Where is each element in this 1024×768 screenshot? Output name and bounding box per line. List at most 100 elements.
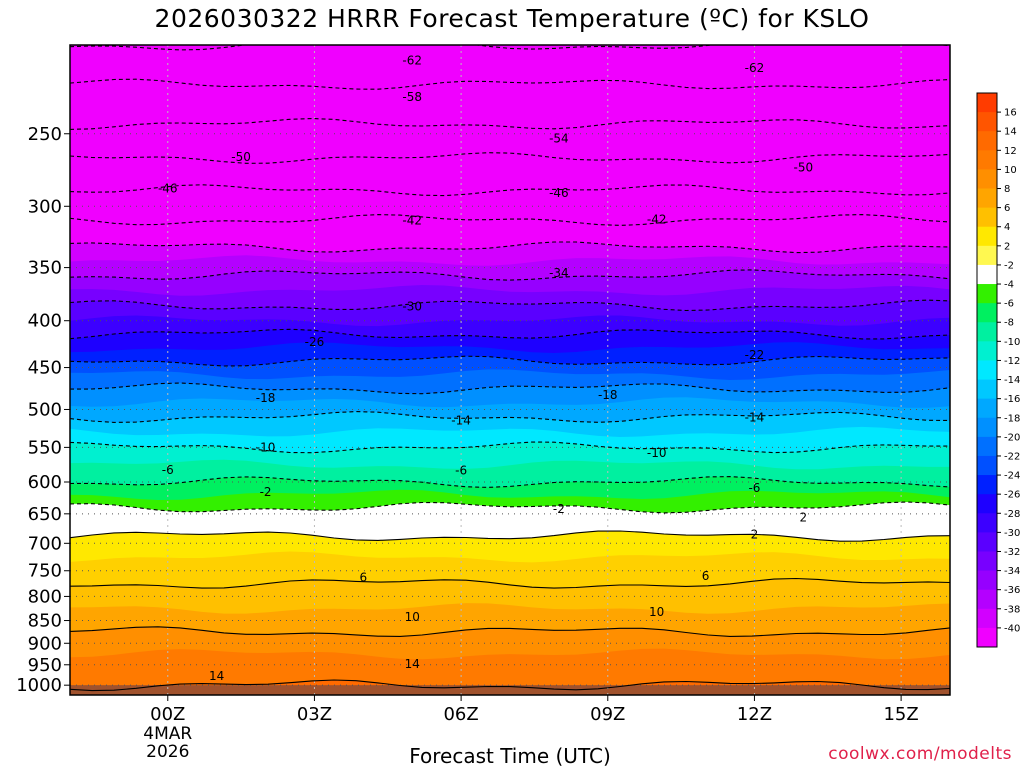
y-axis: 2503003504004505005506006507007508008509… <box>16 124 70 696</box>
colorbar-swatch <box>977 112 997 132</box>
colorbar-label: -14 <box>1004 375 1020 386</box>
x-axis-label: Forecast Time (UTC) <box>409 744 611 768</box>
colorbar-label: -26 <box>1004 490 1020 501</box>
colorbar-label: -4 <box>1004 280 1014 291</box>
y-tick-label: 950 <box>28 655 62 676</box>
colorbar-label: -28 <box>1004 509 1020 520</box>
colorbar-swatch <box>977 150 997 170</box>
colorbar-swatch <box>977 188 997 209</box>
y-tick-label: 1000 <box>16 675 62 696</box>
colorbar-swatch <box>977 341 997 361</box>
colorbar-swatch <box>977 436 997 457</box>
colorbar-label: -34 <box>1004 566 1020 577</box>
colorbar-swatch <box>977 475 997 495</box>
contour-label: -6 <box>162 463 174 477</box>
contour-label: 10 <box>649 605 664 619</box>
colorbar-label: -40 <box>1004 623 1020 634</box>
contour-labels: -62-62-58-54-50-50-46 -46-42 -42-34-30-26-… <box>158 54 813 683</box>
colorbar-swatch <box>977 551 997 572</box>
credit-text: coolwx.com/modelts <box>828 744 1012 764</box>
temperature-band <box>70 45 950 50</box>
contour-label: -10 <box>256 440 276 454</box>
contour-label: -14 <box>745 410 765 424</box>
contour-label: -46 <box>549 186 569 200</box>
contour-line <box>70 78 950 90</box>
y-tick-label: 350 <box>28 258 62 279</box>
colorbar-label: -2 <box>1004 260 1014 271</box>
colorbar-label: -12 <box>1004 356 1020 367</box>
colorbar-swatch <box>977 93 997 113</box>
y-tick-label: 400 <box>28 311 62 332</box>
colorbar-label: -6 <box>1004 299 1014 310</box>
contour-label: 6 <box>360 571 368 585</box>
contour-line <box>70 214 950 226</box>
contour-label: 6 <box>702 569 710 583</box>
colorbar-label: -24 <box>1004 471 1020 482</box>
contour-label: 10 <box>405 610 420 624</box>
contour-lines <box>70 45 950 692</box>
contour-label: -10 <box>647 446 667 460</box>
y-tick-label: 650 <box>28 504 62 525</box>
contour-line <box>70 299 950 312</box>
y-tick-label: 500 <box>28 399 62 420</box>
contour-label: -18 <box>256 391 276 405</box>
contour-line <box>70 184 950 197</box>
temperature-fill <box>70 0 950 695</box>
contour-label: 14 <box>405 657 420 671</box>
colorbar-swatch <box>977 284 997 304</box>
colorbar-swatch <box>977 513 997 533</box>
temperature-band <box>70 0 950 40</box>
colorbar-label: -16 <box>1004 394 1020 405</box>
colorbar: 16 14 12 10 8 6 4 2 -2 -4 -6 -8 -10 -12 -14 -16 -18 -20 -2… <box>976 92 1020 648</box>
y-tick-label: 700 <box>28 533 62 554</box>
contour-label: -2 <box>553 502 565 516</box>
colorbar-label: -22 <box>1004 451 1020 462</box>
contour-label: -18 <box>598 388 618 402</box>
colorbar-swatch <box>977 226 997 247</box>
contour-line <box>70 626 950 637</box>
contour-label: 2 <box>800 510 808 524</box>
colorbar-label: -18 <box>1004 413 1020 424</box>
contour-label: -54 <box>549 132 569 146</box>
colorbar-swatch <box>977 360 997 381</box>
colorbar-swatch <box>977 303 997 323</box>
contour-line <box>70 382 950 395</box>
temperature-band <box>70 45 950 71</box>
contour-line <box>70 501 950 514</box>
contour-label: -2 <box>260 485 272 499</box>
contour-label: -46 <box>158 182 178 196</box>
colorbar-swatch <box>977 608 997 629</box>
contour-line <box>70 328 950 340</box>
colorbar-label: -30 <box>1004 528 1020 539</box>
colorbar-label: 8 <box>1004 184 1010 195</box>
contour-label: -26 <box>305 335 325 349</box>
y-tick-label: 900 <box>28 633 62 654</box>
contour-label: -42 <box>402 214 422 228</box>
plot-frame <box>69 44 951 696</box>
contour-line <box>70 411 950 423</box>
colorbar-label: 14 <box>1004 127 1017 138</box>
contour-label: 14 <box>209 669 224 683</box>
contour-label: -50 <box>231 150 251 164</box>
colorbar-swatch <box>977 532 997 552</box>
contour-line <box>70 530 950 542</box>
contour-label: -14 <box>451 413 471 427</box>
contour-line <box>70 679 950 692</box>
contour-label: -62 <box>745 61 765 75</box>
colorbar-label: -36 <box>1004 585 1020 596</box>
chart-title: 2026030322 HRRR Forecast Temperature (ºC… <box>154 4 870 33</box>
y-tick-label: 250 <box>28 124 62 145</box>
contour-label: -22 <box>745 348 765 362</box>
contour-label: -50 <box>794 160 814 174</box>
colorbar-swatch <box>977 589 997 610</box>
x-tick-label: 00Z <box>150 704 185 725</box>
colorbar-label: 4 <box>1004 222 1010 233</box>
colorbar-swatch <box>977 627 997 648</box>
x-tick-sublabel: 2026 <box>146 742 189 762</box>
colorbar-swatch <box>977 417 997 438</box>
colorbar-label: -32 <box>1004 547 1020 558</box>
colorbar-swatch <box>977 245 997 266</box>
contour-label: -30 <box>402 300 422 314</box>
